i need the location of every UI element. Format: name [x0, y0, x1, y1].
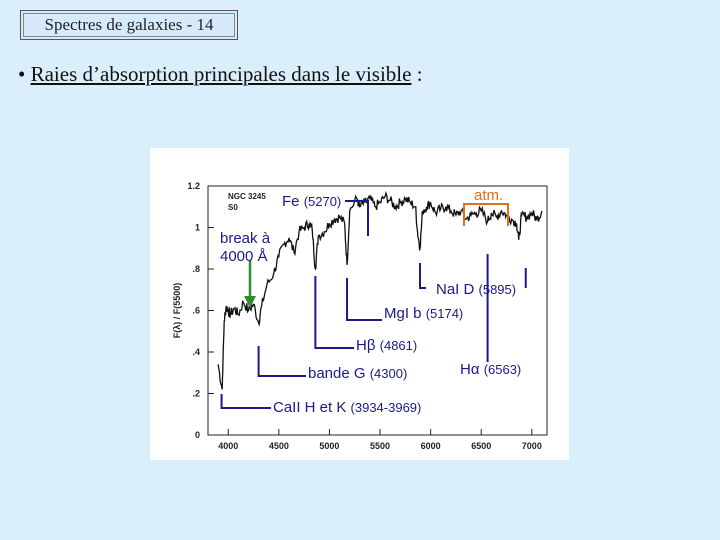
y-tick-label: 1	[195, 223, 200, 233]
spectrum-line	[217, 190, 543, 390]
y-tick-label: 0	[195, 430, 200, 440]
slide-title: Spectres de galaxies - 14	[44, 15, 214, 34]
annotation-break: break à 4000 Å	[220, 230, 271, 265]
x-tick-label: 7000	[522, 441, 542, 451]
y-tick-label: .4	[192, 347, 200, 357]
annotation-atm: atm.	[474, 187, 504, 204]
leader-nai-d	[419, 263, 427, 289]
leader-g-band	[257, 346, 306, 377]
y-tick-label: .2	[192, 389, 200, 399]
heading-suffix: :	[411, 62, 423, 86]
leader-hbeta	[314, 276, 354, 349]
annotation-nai-d: NaI D (5895)	[436, 281, 517, 298]
annotation-caii-hk: CaII H et K (3934-3969)	[273, 399, 422, 416]
heading-text: Raies d’absorption principales dans le v…	[30, 62, 412, 86]
spectrum-chart: 4000 4500 5000 5500 6000 6500 7000 0 .2 .4 .6 .8 1 1.…	[172, 181, 548, 451]
leader-caii-hk	[220, 394, 271, 409]
object-type-label: S0	[228, 203, 238, 212]
annotation-mgi-b: MgI b (5174)	[384, 305, 464, 322]
annotation-fe: Fe (5270)	[282, 193, 342, 210]
x-tick-label: 5000	[319, 441, 339, 451]
spectrum-figure: 4000 4500 5000 5500 6000 6500 7000 0 .2 .4 .6 .8 1 1.…	[150, 148, 569, 460]
bracket-atm	[463, 203, 509, 226]
x-tick-label: 4000	[218, 441, 238, 451]
object-label: NGC 3245	[228, 192, 266, 201]
y-tick-label: .6	[192, 306, 200, 316]
annotation-halpha: Hα (6563)	[460, 361, 522, 378]
y-tick-label: 1.2	[187, 181, 200, 191]
x-tick-label: 4500	[269, 441, 289, 451]
annotation-hbeta: Hβ (4861)	[356, 337, 418, 354]
x-tick-label: 6500	[471, 441, 491, 451]
x-tick-label: 5500	[370, 441, 390, 451]
annotation-g-band: bande G (4300)	[308, 365, 408, 382]
slide-heading: • Raies d’absorption principales dans le…	[18, 62, 423, 87]
slide-title-box: Spectres de galaxies - 14	[20, 10, 238, 40]
plot-frame	[207, 185, 548, 436]
y-axis-label: F(λ) / F(5500)	[172, 283, 182, 339]
arrow-break-head	[244, 296, 256, 308]
leader-fe	[345, 200, 369, 236]
y-tick-label: .8	[192, 264, 200, 274]
leader-mgi-b	[346, 278, 382, 321]
bullet-glyph: •	[18, 62, 26, 86]
x-tick-label: 6000	[421, 441, 441, 451]
